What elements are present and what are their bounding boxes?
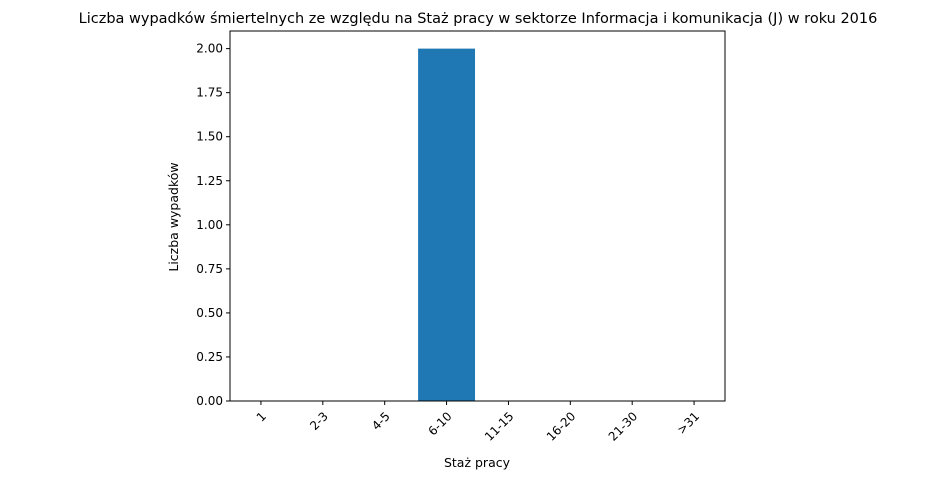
y-tick-label: 0.25 xyxy=(196,350,223,364)
bars-layer xyxy=(418,48,476,401)
y-tick-label: 1.00 xyxy=(196,218,223,232)
y-axis-label: Liczba wypadków xyxy=(166,162,181,271)
chart-title: Liczba wypadków śmiertelnych ze względu … xyxy=(79,11,878,27)
y-tick-label: 0.00 xyxy=(196,394,223,408)
x-tick-label: 11-15 xyxy=(482,409,517,444)
x-tick-label: 2-3 xyxy=(307,409,331,433)
y-tick-label: 1.50 xyxy=(196,130,223,144)
y-tick-label: 0.50 xyxy=(196,306,223,320)
x-tick-label: >31 xyxy=(674,409,702,437)
y-tick-label: 1.75 xyxy=(196,86,223,100)
y-tick-label: 2.00 xyxy=(196,42,223,56)
y-tick-label: 1.25 xyxy=(196,174,223,188)
x-tick-label: 21-30 xyxy=(606,409,641,444)
bar-4 xyxy=(418,48,476,401)
x-tick-label: 4-5 xyxy=(369,409,393,433)
x-axis-label: Staż pracy xyxy=(444,455,511,470)
x-tick-label: 16-20 xyxy=(544,409,579,444)
plot-frame xyxy=(229,30,726,402)
x-tick-label: 6-10 xyxy=(426,409,455,438)
x-tick-label: 1 xyxy=(254,409,269,424)
y-tick-label: 0.75 xyxy=(196,262,223,276)
